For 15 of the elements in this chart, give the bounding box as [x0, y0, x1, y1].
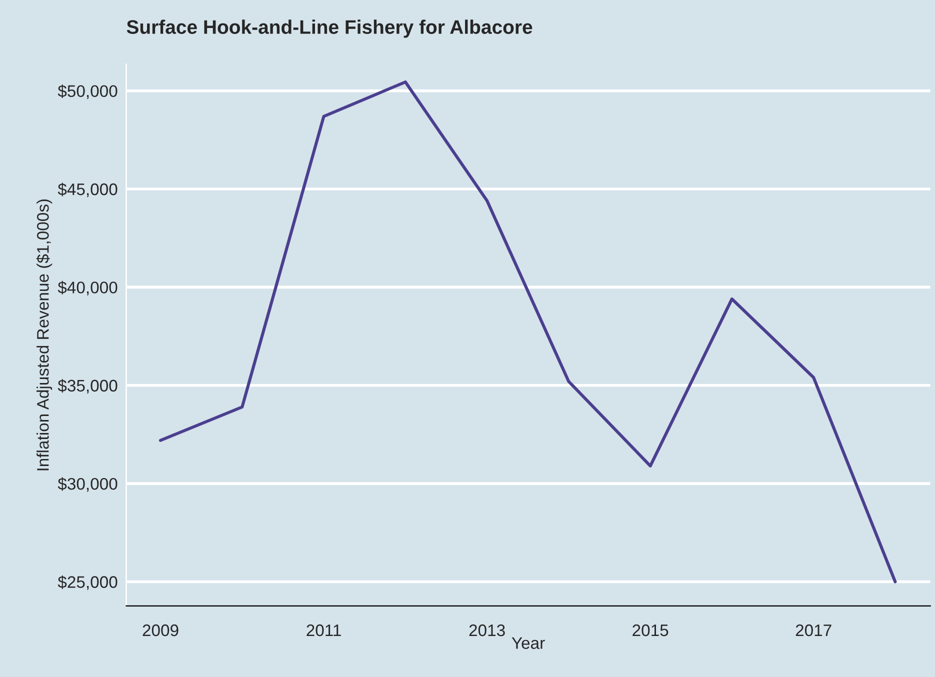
- y-tick-label: $50,000: [58, 84, 118, 99]
- y-tick-label: $35,000: [58, 379, 118, 394]
- x-tick-label: 2013: [469, 624, 505, 636]
- y-axis-title: Inflation Adjusted Revenue ($1,000s): [36, 199, 52, 470]
- chart-title: Surface Hook-and-Line Fishery for Albacore: [126, 20, 532, 38]
- x-tick-label: 2011: [306, 624, 341, 636]
- x-tick-label: 2009: [142, 624, 178, 636]
- y-tick-label: $25,000: [58, 575, 118, 590]
- y-tick-label: $45,000: [58, 182, 118, 198]
- x-tick-label: 2017: [796, 624, 832, 636]
- line-series: [158, 80, 897, 584]
- x-tick-label: 2015: [632, 624, 668, 636]
- x-axis-title: Year: [512, 637, 545, 649]
- y-tick-label: $40,000: [58, 280, 118, 296]
- y-tick-label: $30,000: [58, 477, 118, 492]
